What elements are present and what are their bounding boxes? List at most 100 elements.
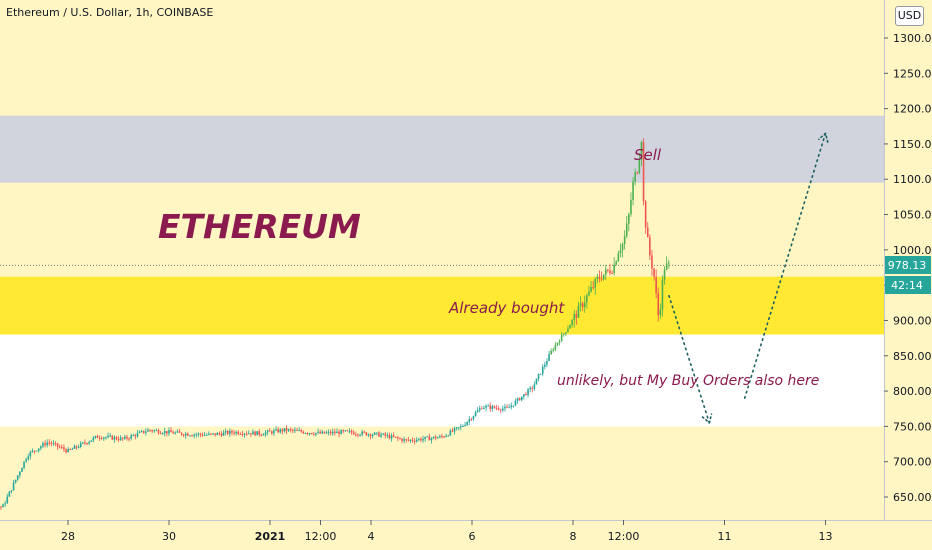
candle-body	[392, 435, 395, 437]
candle-body	[325, 432, 328, 434]
price-tick-label: 650.00	[893, 491, 932, 504]
candle-body	[554, 344, 557, 350]
candle-body	[42, 443, 44, 447]
candle-body	[292, 429, 294, 431]
time-axis[interactable]: 28 30 2021 12:00 4 6 8 12:00 11 13	[61, 520, 833, 543]
candle-body	[607, 269, 609, 271]
last-price-label: 978.13	[888, 259, 927, 272]
candle-body	[107, 435, 109, 438]
symbol-title[interactable]: Ethereum / U.S. Dollar, 1h, COINBASE	[6, 6, 214, 19]
price-axis[interactable]: 650.00700.00750.00800.00850.00900.00950.…	[884, 32, 932, 504]
candle-body	[58, 446, 61, 448]
candle-body	[514, 400, 517, 406]
candle-body	[644, 201, 647, 228]
candle-body	[132, 435, 135, 437]
annotation-already-bought: Already bought	[448, 299, 565, 317]
candle-body	[117, 439, 120, 441]
candle-body	[546, 360, 548, 365]
candle-body	[84, 442, 86, 444]
candle-body	[208, 433, 210, 435]
candle-body	[191, 435, 193, 437]
candle-body	[73, 445, 76, 449]
candle-body	[10, 490, 13, 492]
candle-body	[23, 461, 25, 469]
currency-button[interactable]: USD	[895, 6, 924, 26]
candle-body	[628, 214, 630, 224]
candle-body	[533, 384, 536, 389]
candle-body	[382, 433, 384, 435]
candle-body	[203, 434, 206, 436]
candle-body	[235, 431, 237, 434]
price-tick-label: 900.00	[893, 314, 932, 327]
candle-body	[170, 430, 172, 433]
candle-body	[214, 433, 216, 436]
candle-body	[149, 429, 151, 431]
candle-body	[77, 447, 80, 449]
candle-body	[638, 159, 641, 174]
candle-body	[478, 408, 481, 411]
last-price-tag	[885, 256, 931, 274]
candle-body	[168, 430, 170, 434]
candle-body	[447, 435, 450, 437]
candle-body	[586, 295, 588, 303]
candle-body	[504, 406, 506, 409]
candle-body	[199, 433, 202, 435]
up-projection-line	[743, 132, 827, 399]
candle-body	[510, 405, 513, 408]
candle-body	[285, 428, 288, 431]
candle-body	[659, 309, 662, 316]
candle-body	[407, 439, 410, 441]
candle-body	[130, 435, 132, 439]
candle-body	[342, 430, 345, 432]
candle-body	[367, 434, 370, 436]
candle-body	[157, 430, 160, 434]
candle-body	[621, 243, 624, 251]
candle-body	[264, 432, 267, 435]
down-projection-line	[668, 294, 711, 424]
candle-body	[340, 430, 342, 435]
candle-body	[111, 435, 114, 440]
candle-body	[373, 432, 376, 435]
candle-body	[441, 436, 443, 438]
candle-body	[252, 431, 254, 435]
candle-body	[483, 407, 485, 409]
time-tick-label: 8	[570, 530, 577, 543]
candle-body	[422, 438, 424, 441]
candle-body	[336, 431, 338, 434]
candle-body	[506, 406, 508, 408]
candle-body	[487, 405, 489, 407]
candle-body	[355, 434, 357, 436]
candle-body	[600, 278, 603, 280]
candle-body	[426, 436, 429, 438]
candle-body	[281, 429, 284, 432]
candle-body	[268, 430, 271, 432]
candle-body	[449, 430, 452, 436]
candle-body	[19, 472, 21, 476]
candle-body	[317, 431, 319, 433]
candle-body	[121, 437, 124, 439]
candle-body	[243, 433, 246, 435]
candle-body	[439, 436, 441, 438]
candle-body	[468, 419, 471, 422]
candle-body	[159, 433, 162, 435]
candle-body	[124, 436, 126, 439]
candle-body	[279, 429, 282, 433]
candle-body	[544, 364, 546, 367]
candle-body	[436, 437, 439, 439]
candle-body	[565, 332, 567, 334]
candle-body	[142, 430, 145, 433]
candle-body	[178, 431, 181, 433]
candle-body	[306, 433, 309, 435]
candle-body	[588, 291, 590, 296]
annotation-title: ETHEREUM	[158, 207, 361, 246]
candle-body	[571, 319, 573, 325]
candle-body	[2, 504, 4, 508]
candle-body	[296, 429, 298, 431]
candle-body	[653, 268, 655, 277]
up-projection-head	[817, 131, 829, 143]
candle-body	[413, 440, 416, 442]
candle-body	[560, 334, 563, 342]
candle-body	[630, 199, 632, 215]
price-tick-label: 850.00	[893, 350, 932, 363]
